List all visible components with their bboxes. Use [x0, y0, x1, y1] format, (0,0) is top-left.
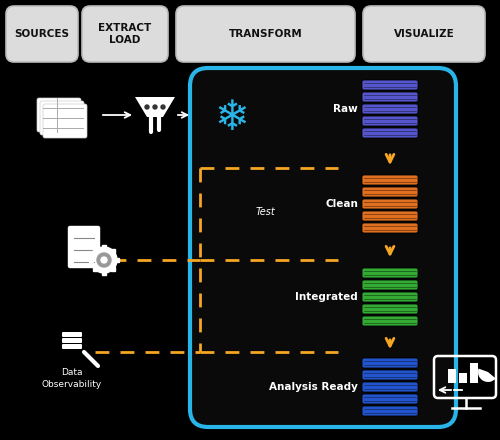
Text: EXTRACT
LOAD: EXTRACT LOAD — [98, 23, 152, 45]
FancyBboxPatch shape — [82, 6, 168, 62]
Circle shape — [153, 105, 157, 109]
Circle shape — [145, 105, 149, 109]
FancyBboxPatch shape — [62, 338, 82, 343]
FancyBboxPatch shape — [362, 394, 418, 404]
FancyBboxPatch shape — [362, 92, 418, 102]
Circle shape — [101, 257, 107, 263]
FancyBboxPatch shape — [362, 406, 418, 416]
FancyBboxPatch shape — [62, 332, 82, 337]
FancyBboxPatch shape — [362, 316, 418, 326]
Bar — [448, 369, 456, 383]
FancyBboxPatch shape — [362, 370, 418, 380]
FancyBboxPatch shape — [362, 358, 418, 368]
FancyBboxPatch shape — [362, 128, 418, 138]
FancyBboxPatch shape — [68, 226, 100, 268]
Text: Raw: Raw — [333, 104, 358, 114]
FancyBboxPatch shape — [362, 104, 418, 114]
FancyBboxPatch shape — [362, 211, 418, 221]
Circle shape — [161, 105, 165, 109]
FancyBboxPatch shape — [362, 304, 418, 314]
FancyBboxPatch shape — [6, 6, 78, 62]
FancyBboxPatch shape — [362, 292, 418, 302]
FancyBboxPatch shape — [362, 280, 418, 290]
Text: TRANSFORM: TRANSFORM — [228, 29, 302, 39]
FancyBboxPatch shape — [190, 68, 456, 427]
Text: Test: Test — [255, 207, 275, 217]
FancyBboxPatch shape — [37, 98, 81, 132]
FancyBboxPatch shape — [362, 187, 418, 197]
Circle shape — [97, 253, 111, 267]
FancyBboxPatch shape — [362, 223, 418, 233]
Text: Analysis Ready: Analysis Ready — [269, 382, 358, 392]
FancyBboxPatch shape — [362, 382, 418, 392]
FancyBboxPatch shape — [362, 175, 418, 185]
Wedge shape — [478, 369, 496, 382]
FancyBboxPatch shape — [362, 80, 418, 90]
Text: Clean: Clean — [325, 199, 358, 209]
FancyBboxPatch shape — [362, 268, 418, 278]
Text: SOURCES: SOURCES — [14, 29, 70, 39]
Bar — [470, 363, 478, 383]
Bar — [459, 373, 467, 383]
Text: ❄: ❄ — [214, 97, 250, 139]
Text: VISUALIZE: VISUALIZE — [394, 29, 454, 39]
Circle shape — [91, 247, 117, 273]
FancyBboxPatch shape — [40, 101, 84, 135]
FancyBboxPatch shape — [362, 199, 418, 209]
Polygon shape — [135, 97, 175, 117]
FancyBboxPatch shape — [62, 344, 82, 349]
FancyBboxPatch shape — [362, 116, 418, 126]
FancyBboxPatch shape — [43, 104, 87, 138]
FancyBboxPatch shape — [363, 6, 485, 62]
Text: Integrated: Integrated — [295, 292, 358, 302]
FancyBboxPatch shape — [176, 6, 355, 62]
Text: Data
Observability: Data Observability — [42, 368, 102, 389]
